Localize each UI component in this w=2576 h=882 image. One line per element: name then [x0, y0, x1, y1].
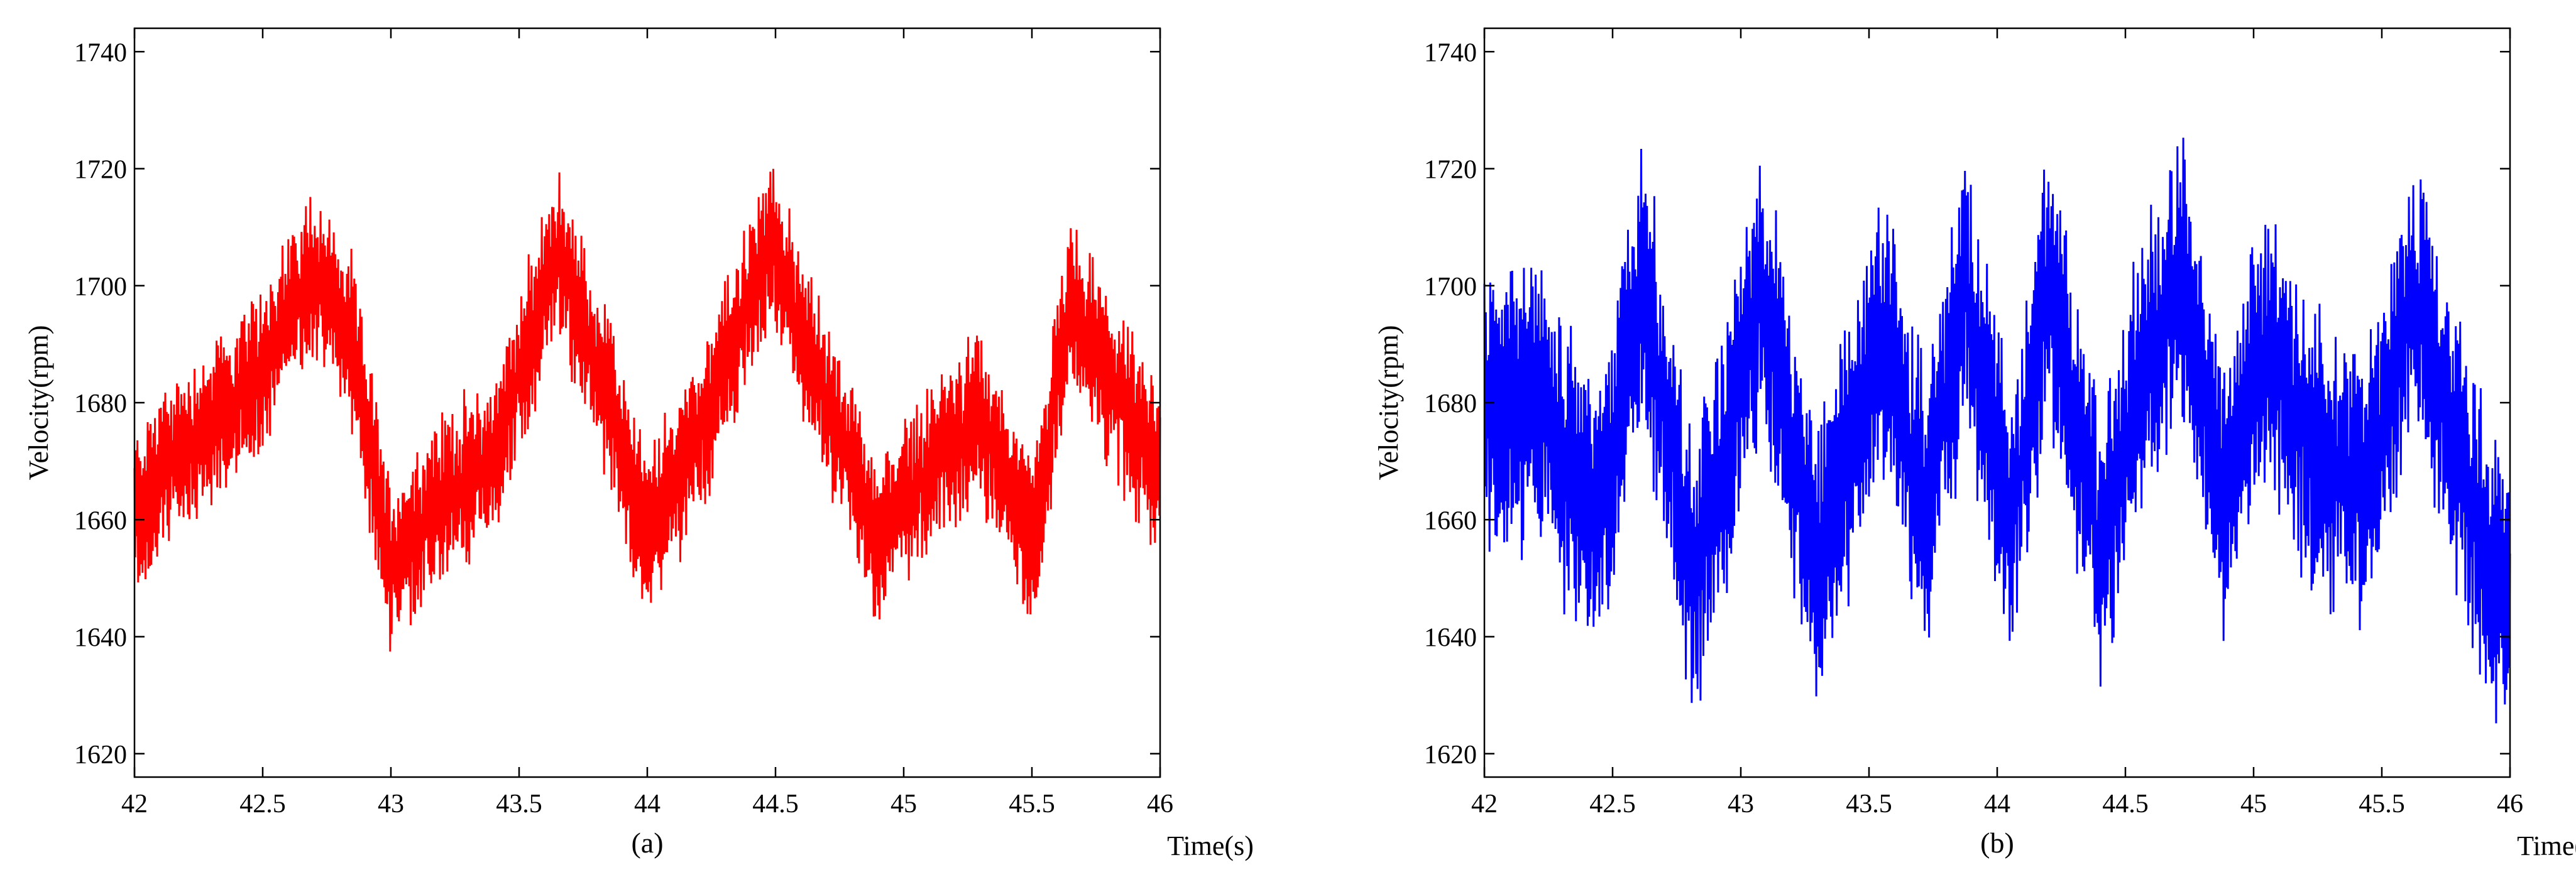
x-tick-label: 46 — [2497, 790, 2523, 819]
x-tick-label: 43 — [378, 790, 404, 819]
x-tick-label: 44 — [634, 790, 660, 819]
panel-caption: (a) — [631, 827, 663, 859]
x-tick-label: 45.5 — [1009, 790, 1055, 819]
x-tick-label: 42 — [121, 790, 148, 819]
x-tick-label: 45 — [891, 790, 917, 819]
y-tick-label: 1740 — [74, 38, 127, 67]
y-tick-label: 1640 — [1424, 624, 1477, 653]
x-tick-label: 45.5 — [2359, 790, 2405, 819]
series-line-velocity — [1483, 138, 2511, 724]
x-tick-label: 44.5 — [2102, 790, 2149, 819]
y-tick-label: 1660 — [1424, 506, 1477, 535]
x-tick-label: 45 — [2240, 790, 2267, 819]
y-tick-label: 1740 — [1424, 38, 1477, 67]
plot-frame — [133, 27, 1161, 778]
x-axis-label: Time(s) — [1167, 830, 1254, 861]
y-tick-label: 1720 — [74, 156, 127, 185]
x-tick-label: 42 — [1471, 790, 1498, 819]
chart-panel-2: 42 42.5 43 43.5 44 44.5 45 45.5 46 1620 1640 1660 16… — [1373, 27, 2576, 861]
x-tick-label: 44.5 — [752, 790, 799, 819]
x-tick-label: 46 — [1147, 790, 1173, 819]
y-tick-label: 1700 — [1424, 273, 1477, 302]
panel-caption: (b) — [1980, 827, 2014, 859]
x-tick-label: 44 — [1984, 790, 2010, 819]
series-line-velocity — [133, 168, 1161, 652]
y-tick-label: 1620 — [1424, 741, 1477, 770]
y-tick-label: 1700 — [74, 273, 127, 302]
y-tick-label: 1640 — [74, 624, 127, 653]
x-axis-label: Time(s) — [2517, 830, 2576, 861]
x-tick-label: 43 — [1728, 790, 1754, 819]
y-axis-label: Velocity(rpm) — [23, 325, 54, 481]
y-axis-label: Velocity(rpm) — [1373, 325, 1404, 481]
y-tick-label: 1720 — [1424, 156, 1477, 185]
y-tick-label: 1620 — [74, 741, 127, 770]
y-tick-label: 1680 — [1424, 389, 1477, 418]
x-tick-label: 43.5 — [496, 790, 542, 819]
y-tick-label: 1680 — [74, 389, 127, 418]
x-tick-label: 42.5 — [1589, 790, 1636, 819]
x-tick-label: 43.5 — [1846, 790, 1892, 819]
y-tick-label: 1660 — [74, 506, 127, 535]
chart-panel-1: 42 42.5 43 43.5 44 44.5 45 45.5 46 1620 1640 1660 16… — [23, 27, 1254, 861]
x-tick-label: 42.5 — [239, 790, 286, 819]
